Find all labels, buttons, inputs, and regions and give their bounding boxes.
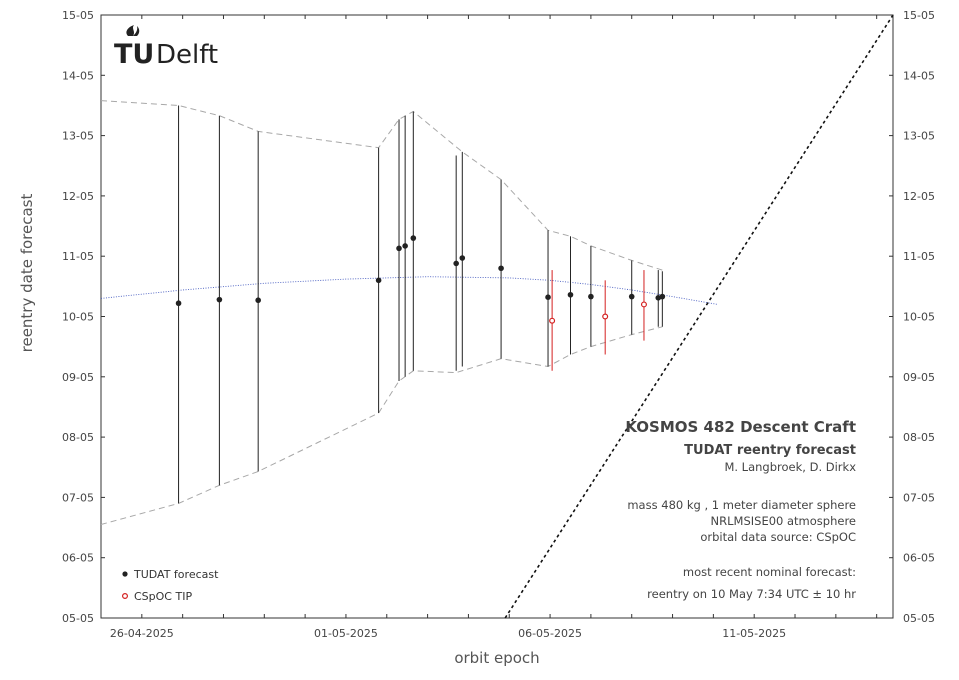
data-points-layer [175,235,666,324]
logo-tu: TU [114,39,154,70]
y-tick-label-right: 08-05 [903,431,935,444]
tudat-point-13 [628,293,635,300]
tudat-point-15 [659,293,666,300]
x-tick-labels: 26-04-2025 01-05-2025 06-05-2025 11-05-2025 [110,627,786,640]
y-tick-label-left: 14-05 [62,69,94,82]
y-tick-labels-left: 05-05 06-05 07-05 08-05 09-05 10-05 11-05 12-05… [62,9,94,625]
tudat-point-3 [375,277,382,284]
tudat-point-8 [459,255,466,261]
y-tick-label-left: 08-05 [62,431,94,444]
x-tick-label: 01-05-2025 [314,627,378,640]
y-tick-labels-right: 05-05 06-05 07-05 08-05 09-05 10-05 11-05 12-05… [903,9,935,625]
info-forecast-label: most recent nominal forecast: [683,565,856,579]
y-axis-label: reentry date forecast [18,194,36,353]
legend-label-tudat: TUDAT forecast [133,568,219,581]
uncertainty-envelope-layer [100,100,663,525]
y-tick-label-right: 10-05 [903,311,935,324]
y-tick-label-left: 07-05 [62,491,94,504]
tudat-point-11 [567,291,574,298]
tudat-point-5 [402,243,408,249]
tudelft-logo: TU Delft [114,25,218,70]
tudat-point-6 [410,235,417,241]
tip-point-1 [602,313,609,320]
info-atmosphere: NRLMSISE00 atmosphere [711,514,856,528]
tudat-point-4 [396,245,402,252]
y-tick-label-left: 05-05 [62,612,94,625]
y-tick-label-left: 13-05 [62,130,94,143]
tudat-point-1 [216,296,223,303]
logo-delft: Delft [156,40,218,70]
y-tick-label-left: 11-05 [62,250,94,263]
tudat-point-9 [498,265,504,272]
info-forecast-value: reentry on 10 May 7:34 UTC ± 10 hr [647,587,856,601]
y-tick-label-right: 13-05 [903,130,935,143]
info-mass: mass 480 kg , 1 meter diameter sphere [627,498,856,512]
y-tick-label-right: 09-05 [903,371,935,384]
y-tick-label-right: 14-05 [903,69,935,82]
tudat-point-2 [255,297,261,304]
legend-marker-tip [121,592,128,599]
y-tick-label-left: 09-05 [62,371,94,384]
x-axis-label: orbit epoch [454,649,539,667]
x-tick-label: 11-05-2025 [722,627,786,640]
y-tick-label-left: 15-05 [62,9,94,22]
x-tick-label: 26-04-2025 [110,627,174,640]
info-block: KOSMOS 482 Descent Craft TUDAT reentry f… [625,418,856,601]
legend-marker-tudat [122,571,128,577]
legend: TUDAT forecast CSpOC TIP [121,568,219,603]
tudat-point-10 [545,294,551,301]
tip-point-2 [640,301,647,308]
y-tick-label-right: 05-05 [903,612,935,625]
y-tick-label-right: 06-05 [903,552,935,565]
y-tick-label-left: 06-05 [62,552,94,565]
info-title: KOSMOS 482 Descent Craft [625,418,856,436]
info-data-source: orbital data source: CSpOC [700,530,856,544]
x-tick-label: 06-05-2025 [518,627,582,640]
y-tick-label-left: 12-05 [62,190,94,203]
y-tick-label-right: 11-05 [903,250,935,263]
y-tick-label-right: 12-05 [903,190,935,203]
tick-marks-layer [100,14,893,619]
trend-curve-layer [100,276,718,305]
y-tick-label-right: 15-05 [903,9,935,22]
lower-envelope [100,326,663,525]
info-subtitle: TUDAT reentry forecast [684,443,856,458]
error-bars-layer [178,105,663,504]
tudat-point-12 [588,293,594,300]
tudat-point-0 [175,300,182,307]
upper-envelope [100,100,663,271]
y-tick-label-right: 07-05 [903,491,935,504]
info-authors: M. Langbroek, D. Dirkx [724,460,856,474]
tip-point-0 [549,317,556,324]
tudat-point-7 [453,260,459,267]
flame-icon [126,25,140,36]
legend-label-tip: CSpOC TIP [134,590,192,603]
trend-curve [100,276,718,305]
y-tick-label-left: 10-05 [62,311,94,324]
